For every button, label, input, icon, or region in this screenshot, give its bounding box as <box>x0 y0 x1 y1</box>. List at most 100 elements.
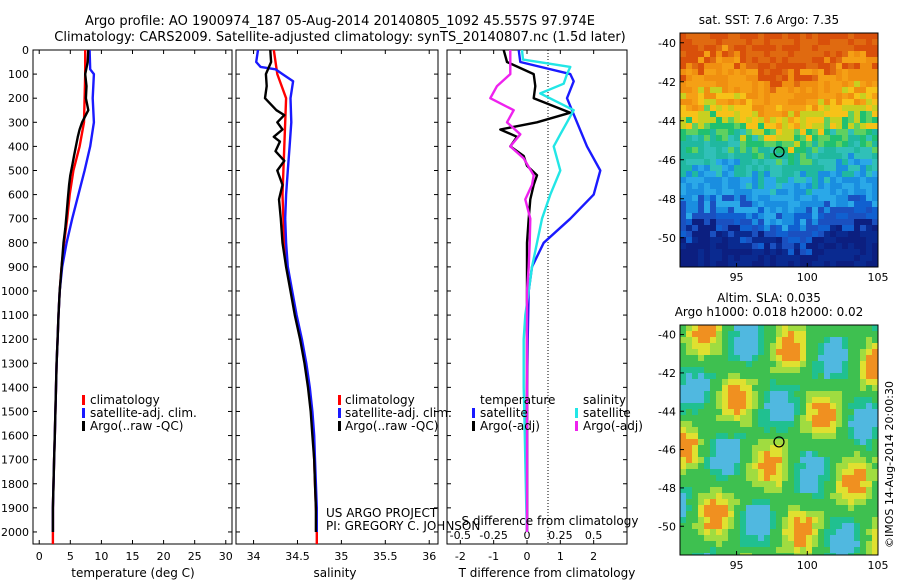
heatmap-cell <box>764 213 771 220</box>
heatmap-cell <box>800 225 807 232</box>
heatmap-cell <box>776 451 783 458</box>
heatmap-cell <box>692 385 699 392</box>
heatmap-cell <box>860 75 867 82</box>
heatmap-cell <box>800 51 807 58</box>
heatmap-cell <box>704 409 711 416</box>
heatmap-cell <box>854 225 861 232</box>
heatmap-cell <box>794 517 801 524</box>
heatmap-cell <box>782 243 789 250</box>
heatmap-cell <box>770 331 777 338</box>
heatmap-cell <box>710 505 717 512</box>
heatmap-cell <box>776 159 783 166</box>
heatmap-cell <box>800 523 807 530</box>
heatmap-cell <box>692 493 699 500</box>
heatmap-cell <box>692 177 699 184</box>
heatmap-cell <box>770 57 777 64</box>
heatmap-cell <box>872 493 878 500</box>
heatmap-cell <box>740 87 747 94</box>
heatmap-cell <box>872 69 878 76</box>
heatmap-cell <box>872 421 878 428</box>
heatmap-cell <box>680 123 687 130</box>
heatmap-cell <box>734 415 741 422</box>
x-tick-label: 34.5 <box>285 550 310 563</box>
heatmap-cell <box>788 343 795 350</box>
heatmap-cell <box>806 219 813 226</box>
heatmap-cell <box>848 237 855 244</box>
heatmap-cell <box>860 99 867 106</box>
heatmap-cell <box>830 403 837 410</box>
heatmap-cell <box>698 159 705 166</box>
heatmap-cell <box>830 141 837 148</box>
heatmap-cell <box>710 255 717 262</box>
heatmap-cell <box>722 135 729 142</box>
heatmap-cell <box>794 349 801 356</box>
heatmap-cell <box>830 159 837 166</box>
heatmap-cell <box>776 541 783 548</box>
heatmap-cell <box>758 69 765 76</box>
heatmap-cell <box>680 147 687 154</box>
heatmap-cell <box>782 39 789 46</box>
heatmap-cell <box>830 367 837 374</box>
heatmap-cell <box>746 391 753 398</box>
heatmap-cell <box>848 111 855 118</box>
heatmap-cell <box>836 39 843 46</box>
heatmap-cell <box>722 51 729 58</box>
heatmap-cell <box>824 457 831 464</box>
heatmap-cell <box>698 117 705 124</box>
heatmap-cell <box>860 201 867 208</box>
heatmap-cell <box>728 355 735 362</box>
heatmap-cell <box>770 225 777 232</box>
sla-map-panel: Altim. SLA: 0.035 Argo h1000: 0.018 h200… <box>658 291 896 572</box>
sst-map-title: sat. SST: 7.6 Argo: 7.35 <box>699 13 839 27</box>
heatmap-cell <box>746 165 753 172</box>
heatmap-cell <box>842 505 849 512</box>
heatmap-cell <box>806 141 813 148</box>
heatmap-cell <box>716 517 723 524</box>
heatmap-cell <box>830 463 837 470</box>
heatmap-cell <box>830 207 837 214</box>
heatmap-cell <box>722 445 729 452</box>
heatmap-cell <box>824 87 831 94</box>
heatmap-cell <box>800 379 807 386</box>
heatmap-cell <box>824 373 831 380</box>
heatmap-cell <box>692 81 699 88</box>
y-tick-label: 1400 <box>1 381 29 394</box>
heatmap-cell <box>824 129 831 136</box>
heatmap-cell <box>860 249 867 256</box>
heatmap-cell <box>812 349 819 356</box>
heatmap-cell <box>686 331 693 338</box>
heatmap-cell <box>752 195 759 202</box>
heatmap-cell <box>806 499 813 506</box>
heatmap-cell <box>848 255 855 262</box>
heatmap-cell <box>854 427 861 434</box>
heatmap-cell <box>734 201 741 208</box>
heatmap-cell <box>686 505 693 512</box>
heatmap-cell <box>722 535 729 542</box>
heatmap-cell <box>836 409 843 416</box>
heatmap-cell <box>740 33 747 40</box>
heatmap-cell <box>836 141 843 148</box>
heatmap-cell <box>782 409 789 416</box>
heatmap-cell <box>794 355 801 362</box>
heatmap-cell <box>836 487 843 494</box>
heatmap-cell <box>692 93 699 100</box>
heatmap-cell <box>794 445 801 452</box>
heatmap-cell <box>746 117 753 124</box>
heatmap-cell <box>854 451 861 458</box>
y-tick-label: -50 <box>658 520 676 533</box>
salinity-axes-frame <box>235 49 439 545</box>
heatmap-cell <box>734 219 741 226</box>
heatmap-cell <box>824 409 831 416</box>
heatmap-cell <box>872 177 878 184</box>
heatmap-cell <box>842 547 849 554</box>
heatmap-cell <box>818 81 825 88</box>
heatmap-cell <box>698 69 705 76</box>
heatmap-cell <box>794 499 801 506</box>
heatmap-cell <box>860 207 867 214</box>
heatmap-cell <box>692 553 699 555</box>
heatmap-cell <box>728 117 735 124</box>
heatmap-cell <box>698 141 705 148</box>
heatmap-cell <box>770 403 777 410</box>
heatmap-cell <box>794 51 801 58</box>
heatmap-cell <box>860 147 867 154</box>
